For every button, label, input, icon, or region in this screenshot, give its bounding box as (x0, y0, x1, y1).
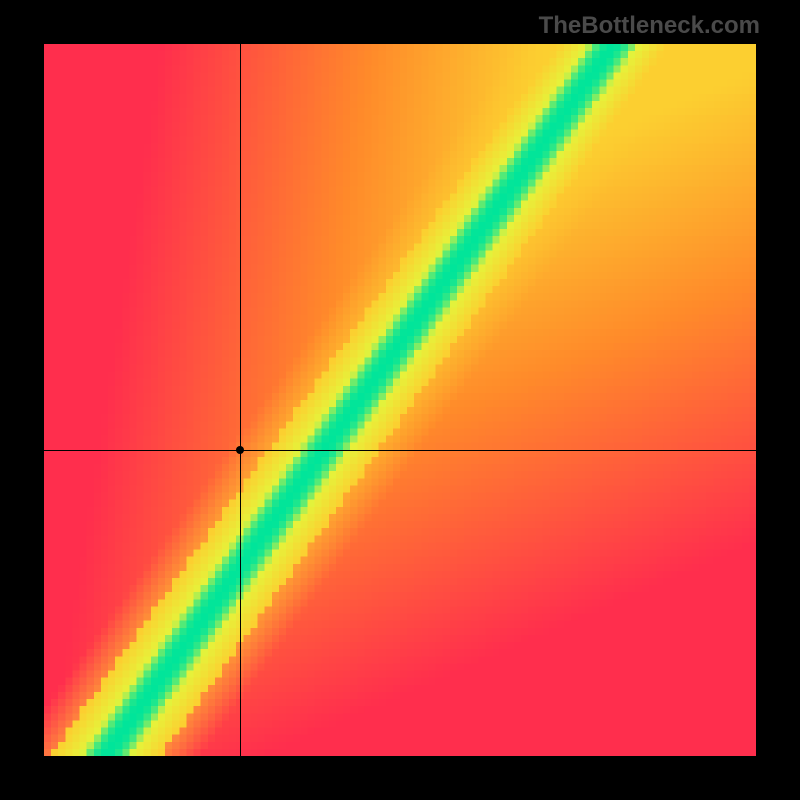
chart-frame: TheBottleneck.com (0, 0, 800, 800)
crosshair-horizontal (44, 450, 756, 451)
crosshair-vertical (240, 44, 241, 756)
crosshair-marker (236, 446, 244, 454)
watermark-text: TheBottleneck.com (539, 12, 760, 40)
bottleneck-heatmap (44, 44, 756, 756)
